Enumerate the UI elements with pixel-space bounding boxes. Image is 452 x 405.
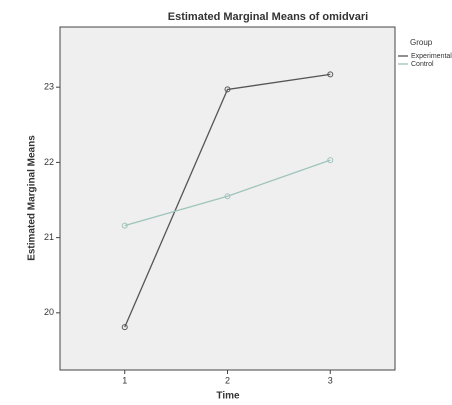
point-marker <box>224 193 231 200</box>
x-tick-label: 2 <box>225 375 230 385</box>
point-marker <box>121 324 128 331</box>
y-axis-label: Estimated Marginal Means <box>27 135 38 261</box>
chart-title: Estimated Marginal Means of omidvari <box>168 11 369 23</box>
point-marker <box>327 71 334 78</box>
y-tick-label: 23 <box>44 82 54 92</box>
series-line <box>124 159 331 227</box>
point-marker <box>121 222 128 229</box>
x-axis-label: Time <box>216 391 240 402</box>
legend-label: Experimental <box>411 53 452 60</box>
legend-label: Control <box>411 61 434 68</box>
y-tick-label: 22 <box>44 157 54 167</box>
series-line <box>124 73 331 328</box>
x-tick-label: 1 <box>122 375 127 385</box>
x-tick-label: 3 <box>328 375 333 385</box>
point-marker <box>327 157 334 164</box>
y-tick-label: 20 <box>44 307 54 317</box>
y-tick-label: 21 <box>44 232 54 242</box>
legend-title: Group <box>410 38 433 47</box>
point-marker <box>224 86 231 93</box>
